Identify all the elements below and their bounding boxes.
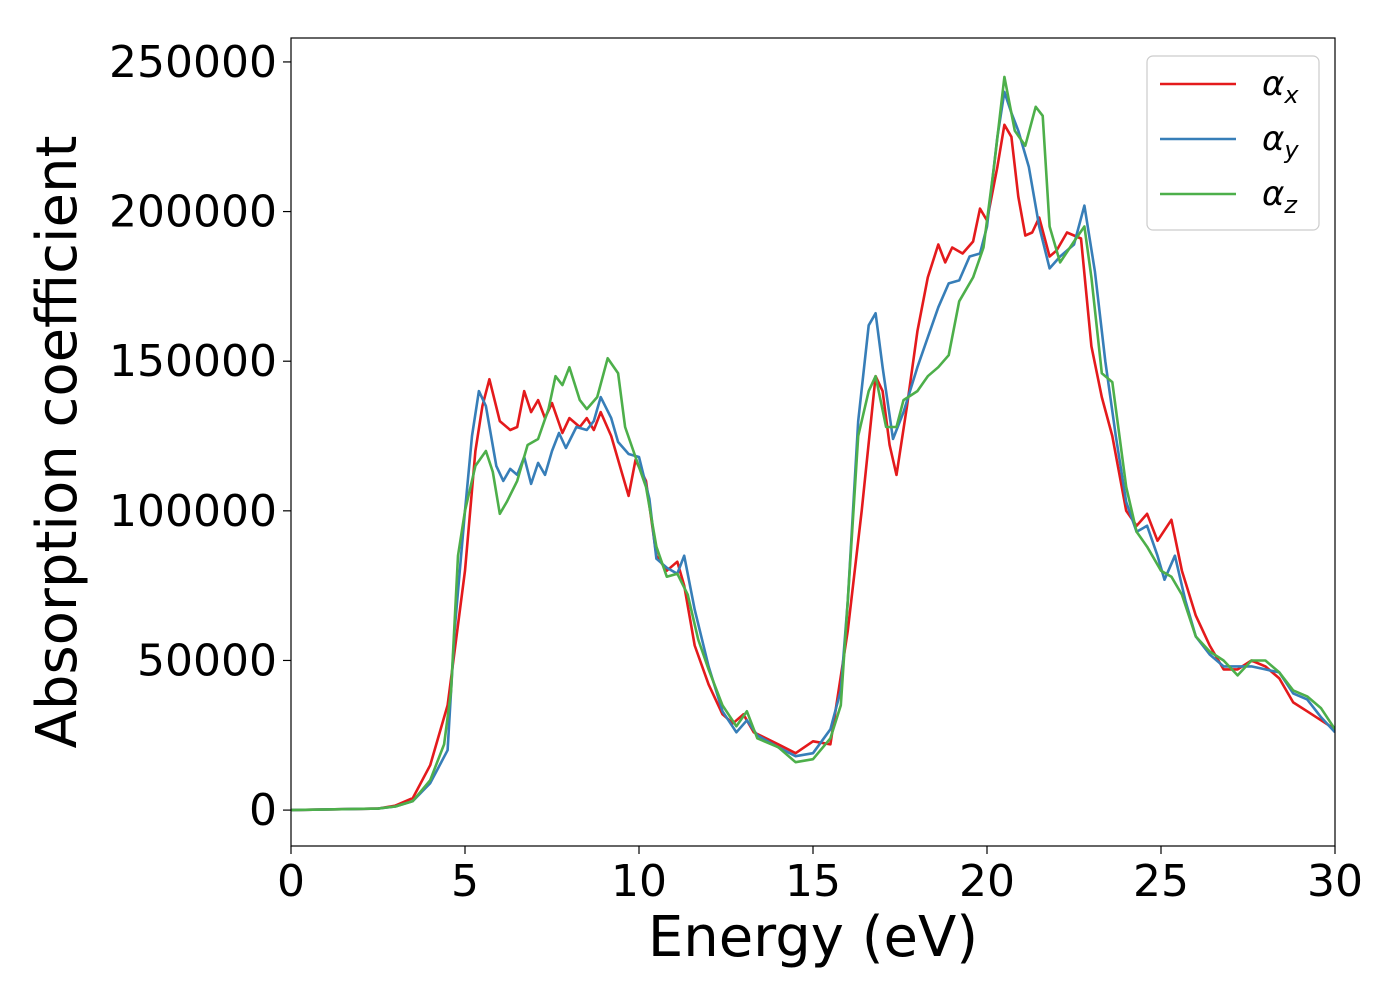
y-tick-label: 250000 [109, 37, 277, 88]
plot-area [291, 75, 1335, 812]
x-axis-label: Energy (eV) [648, 905, 978, 970]
x-tick-label: 10 [611, 856, 667, 907]
x-axis: 0 5 10 15 20 25 30 [277, 846, 1363, 907]
x-tick-label: 30 [1307, 856, 1363, 907]
series-line-x [291, 123, 1335, 812]
y-axis: 0 50000 100000 150000 200000 250000 [109, 37, 291, 836]
x-tick-label: 15 [785, 856, 841, 907]
y-tick-label: 50000 [137, 635, 277, 686]
y-tick-label: 100000 [109, 486, 277, 537]
legend-box [1146, 55, 1320, 231]
y-tick-label: 200000 [109, 187, 277, 238]
x-tick-label: 20 [959, 856, 1015, 907]
y-tick-label: 0 [249, 785, 277, 836]
x-tick-label: 5 [451, 856, 479, 907]
series-line-z [291, 75, 1335, 812]
y-axis-label: Absorption coefficient [25, 136, 90, 749]
x-tick-label: 25 [1133, 856, 1189, 907]
y-tick-label: 150000 [109, 336, 277, 387]
x-tick-label: 0 [277, 856, 305, 907]
